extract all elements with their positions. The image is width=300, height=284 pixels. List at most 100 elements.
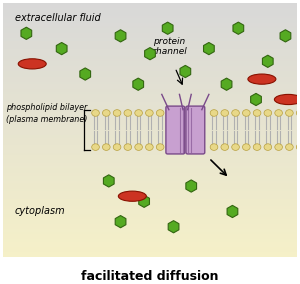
Bar: [3, 148, 297, 151]
Polygon shape: [227, 205, 238, 218]
Bar: [3, 224, 297, 227]
Bar: [3, 199, 297, 201]
Bar: [3, 178, 297, 181]
Bar: [3, 183, 297, 186]
Bar: [3, 128, 297, 130]
Bar: [3, 217, 297, 219]
Bar: [3, 77, 297, 79]
Polygon shape: [262, 55, 273, 67]
Bar: [3, 145, 297, 148]
Circle shape: [124, 144, 132, 151]
Polygon shape: [186, 180, 196, 192]
Circle shape: [103, 144, 110, 151]
Bar: [3, 155, 297, 158]
Bar: [3, 84, 297, 87]
Bar: [3, 160, 297, 163]
Bar: [3, 21, 297, 23]
Bar: [3, 92, 297, 94]
Bar: [3, 206, 297, 209]
Circle shape: [296, 110, 300, 116]
Bar: [3, 163, 297, 166]
Bar: [3, 74, 297, 77]
Circle shape: [135, 144, 142, 151]
Bar: [3, 166, 297, 168]
Circle shape: [253, 144, 261, 151]
Bar: [3, 125, 297, 128]
Bar: [3, 99, 297, 102]
Bar: [3, 8, 297, 11]
Bar: [3, 107, 297, 110]
FancyBboxPatch shape: [186, 106, 205, 154]
Bar: [3, 3, 297, 5]
FancyBboxPatch shape: [166, 106, 185, 154]
Circle shape: [210, 110, 218, 116]
Bar: [3, 181, 297, 183]
Bar: [3, 143, 297, 145]
Bar: [3, 23, 297, 26]
Circle shape: [242, 110, 250, 116]
Bar: [3, 140, 297, 143]
Bar: [3, 135, 297, 138]
Bar: [3, 31, 297, 33]
Circle shape: [156, 144, 164, 151]
Bar: [3, 204, 297, 206]
Bar: [3, 138, 297, 140]
Bar: [3, 219, 297, 222]
Bar: [3, 72, 297, 74]
Bar: [3, 122, 297, 125]
Bar: [3, 5, 297, 8]
Bar: [3, 112, 297, 115]
Bar: [3, 151, 297, 153]
Bar: [3, 227, 297, 229]
Bar: [3, 130, 297, 133]
Bar: [3, 43, 297, 46]
Bar: [3, 69, 297, 72]
Bar: [3, 186, 297, 189]
Bar: [3, 133, 297, 135]
Text: extracellular fluid: extracellular fluid: [15, 13, 100, 23]
Bar: [3, 245, 297, 247]
Circle shape: [296, 144, 300, 151]
Circle shape: [156, 110, 164, 116]
Bar: [3, 102, 297, 105]
Circle shape: [264, 144, 272, 151]
Bar: [3, 196, 297, 199]
Bar: [3, 255, 297, 257]
Circle shape: [221, 110, 229, 116]
Polygon shape: [280, 30, 291, 42]
Circle shape: [232, 144, 239, 151]
Bar: [3, 171, 297, 173]
Bar: [3, 194, 297, 196]
Bar: [3, 46, 297, 49]
Bar: [3, 66, 297, 69]
Text: cytoplasm: cytoplasm: [15, 206, 65, 216]
Bar: [3, 87, 297, 89]
Text: phospholipid bilayer
(plasma membrane): phospholipid bilayer (plasma membrane): [6, 103, 87, 124]
Circle shape: [146, 144, 153, 151]
Circle shape: [275, 110, 283, 116]
Circle shape: [264, 110, 272, 116]
Bar: [3, 229, 297, 232]
Bar: [3, 214, 297, 217]
Bar: [3, 168, 297, 171]
Bar: [3, 252, 297, 255]
Text: facilitated diffusion: facilitated diffusion: [81, 270, 219, 283]
Bar: [3, 38, 297, 41]
Bar: [3, 26, 297, 28]
Polygon shape: [115, 216, 126, 228]
Bar: [3, 191, 297, 194]
Bar: [3, 94, 297, 97]
Bar: [3, 89, 297, 92]
Polygon shape: [145, 48, 155, 60]
Bar: [3, 201, 297, 204]
Circle shape: [92, 110, 99, 116]
Bar: [3, 247, 297, 250]
Bar: [3, 51, 297, 54]
Bar: [3, 49, 297, 51]
Bar: [3, 59, 297, 61]
Circle shape: [275, 144, 283, 151]
Bar: [3, 82, 297, 84]
Ellipse shape: [118, 191, 146, 201]
Bar: [3, 176, 297, 178]
Bar: [3, 105, 297, 107]
